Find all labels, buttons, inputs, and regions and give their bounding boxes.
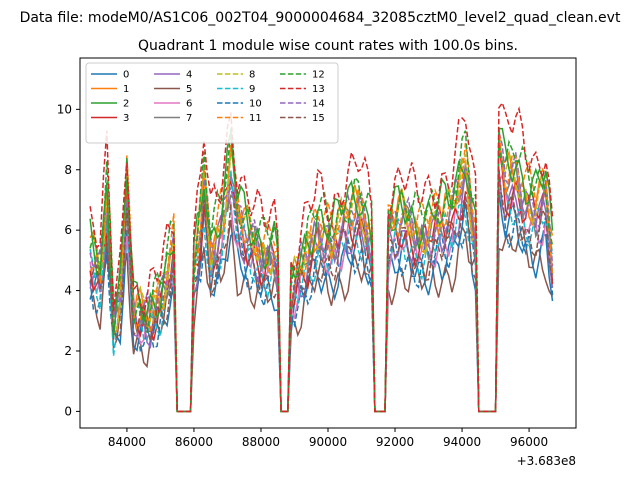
x-tick-label: 92000: [376, 435, 414, 449]
series-line-2: [89, 127, 554, 413]
x-tick-label: 86000: [175, 435, 213, 449]
y-tick-label: 4: [64, 284, 72, 298]
legend-label: 9: [249, 84, 255, 95]
x-tick-label: 94000: [443, 435, 481, 449]
legend-label: 3: [123, 113, 129, 124]
series-line-15: [89, 169, 554, 413]
x-tick-label: 84000: [108, 435, 146, 449]
series-line-12: [89, 128, 554, 413]
x-tick-label: 96000: [510, 435, 548, 449]
chart-suptitle: Data file: modeM0/AS1C06_002T04_90000046…: [20, 10, 621, 26]
y-tick-label: 2: [64, 344, 72, 358]
legend-label: 5: [186, 84, 192, 95]
series-line-13: [89, 101, 554, 413]
legend-label: 1: [123, 84, 129, 95]
x-axis: 84000 86000 88000 90000 92000 94000 96000: [108, 428, 548, 449]
legend-box: [85, 62, 339, 144]
plot-lines: [89, 101, 554, 413]
legend-label: 8: [249, 70, 255, 81]
y-axis: 0 2 4 6 8 10: [57, 102, 80, 418]
legend-label: 0: [123, 70, 129, 81]
legend-label: 7: [186, 113, 192, 124]
y-tick-label: 8: [64, 163, 72, 177]
legend-label: 4: [186, 70, 192, 81]
chart-title: Quadrant 1 module wise count rates with …: [138, 38, 518, 54]
y-tick-label: 6: [64, 223, 72, 237]
legend-label: 14: [312, 99, 325, 110]
legend-label: 13: [312, 84, 325, 95]
legend-label: 12: [312, 70, 325, 81]
series-line-3: [89, 146, 554, 413]
x-tick-label: 90000: [309, 435, 347, 449]
x-offset-label: +3.683e8: [517, 454, 576, 468]
y-tick-label: 0: [64, 404, 72, 418]
legend-label: 11: [249, 113, 262, 124]
legend-label: 2: [123, 99, 129, 110]
legend-label: 10: [249, 99, 262, 110]
y-tick-label: 10: [57, 102, 72, 116]
x-tick-label: 88000: [242, 435, 280, 449]
series-line-11: [89, 126, 554, 413]
legend-label: 15: [312, 113, 325, 124]
legend-label: 6: [186, 99, 192, 110]
